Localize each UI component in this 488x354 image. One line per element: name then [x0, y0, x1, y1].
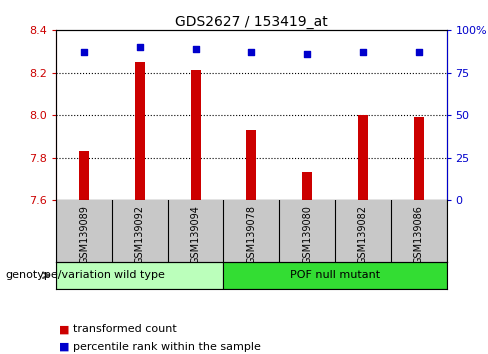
Text: GSM139089: GSM139089 — [79, 205, 89, 264]
Text: GSM139086: GSM139086 — [414, 205, 424, 264]
Bar — [56, 262, 224, 289]
Text: wild type: wild type — [114, 270, 165, 280]
Point — [359, 49, 367, 55]
Bar — [358, 115, 368, 200]
Text: ■: ■ — [59, 342, 69, 352]
Text: genotype/variation: genotype/variation — [5, 270, 111, 280]
Bar — [190, 70, 201, 200]
Bar — [414, 117, 424, 200]
Point — [136, 44, 143, 50]
Text: percentile rank within the sample: percentile rank within the sample — [73, 342, 261, 352]
Text: POF null mutant: POF null mutant — [290, 270, 380, 280]
Bar — [246, 130, 256, 200]
Bar — [135, 62, 145, 200]
Text: transformed count: transformed count — [73, 324, 177, 334]
Point — [192, 46, 200, 52]
Point — [303, 51, 311, 57]
Bar — [302, 172, 312, 200]
Text: GSM139080: GSM139080 — [302, 205, 312, 264]
Point — [247, 49, 255, 55]
Title: GDS2627 / 153419_at: GDS2627 / 153419_at — [175, 15, 328, 29]
Point — [80, 49, 88, 55]
Bar — [79, 151, 89, 200]
Text: GSM139094: GSM139094 — [190, 205, 201, 264]
Text: GSM139092: GSM139092 — [135, 205, 145, 264]
Point — [415, 49, 423, 55]
Text: GSM139078: GSM139078 — [246, 205, 256, 264]
Text: ■: ■ — [59, 324, 69, 334]
Text: GSM139082: GSM139082 — [358, 205, 368, 264]
Bar — [224, 262, 447, 289]
